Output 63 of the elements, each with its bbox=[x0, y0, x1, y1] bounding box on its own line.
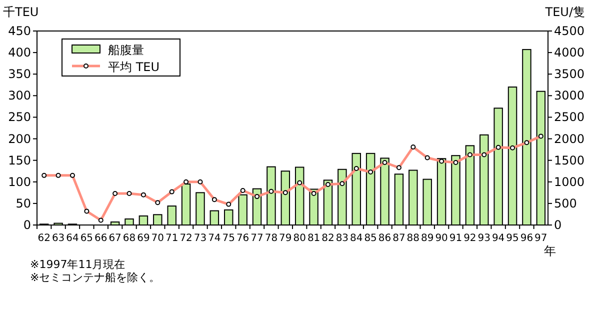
x-tick-label: 93 bbox=[478, 233, 491, 244]
y-tick-label: 450 bbox=[8, 24, 31, 38]
x-tick-label: 87 bbox=[392, 233, 406, 244]
x-tick-label: 88 bbox=[406, 233, 420, 244]
legend-label: 船腹量 bbox=[108, 43, 144, 57]
x-tick-label: 95 bbox=[506, 233, 519, 244]
x-tick-label: 70 bbox=[151, 233, 164, 244]
y-tick-label: 50 bbox=[16, 196, 31, 210]
y2-tick-label: 500 bbox=[554, 196, 577, 210]
x-tick-label: 89 bbox=[421, 233, 434, 244]
x-tick-label: 71 bbox=[166, 233, 178, 244]
y2-axis-title: TEU/隻 bbox=[544, 5, 585, 19]
y2-tick-label: 4500 bbox=[554, 24, 585, 38]
x-tick-label: 84 bbox=[350, 233, 363, 244]
x-axis-title: 年 bbox=[544, 244, 556, 258]
y2-tick-label: 3500 bbox=[554, 67, 585, 82]
x-tick-label: 72 bbox=[180, 233, 192, 244]
y-tick-label: 250 bbox=[8, 110, 31, 124]
x-tick-label: 73 bbox=[194, 233, 207, 244]
y2-tick-label: 2000 bbox=[554, 132, 585, 146]
x-tick-label: 91 bbox=[449, 233, 462, 244]
x-tick-label: 77 bbox=[250, 233, 264, 244]
x-tick-label: 69 bbox=[137, 233, 150, 244]
x-tick-label: 74 bbox=[208, 233, 221, 244]
y-tick-label: 150 bbox=[8, 153, 31, 168]
x-tick-label: 94 bbox=[492, 233, 505, 244]
y-tick-label: 400 bbox=[8, 46, 31, 60]
y-tick-label: 100 bbox=[8, 174, 31, 189]
x-tick-label: 78 bbox=[264, 233, 278, 244]
y-tick-label: 0 bbox=[23, 218, 31, 232]
x-tick-label: 67 bbox=[108, 233, 122, 244]
y2-tick-label: 1000 bbox=[554, 174, 585, 189]
x-tick-label: 82 bbox=[322, 233, 334, 244]
x-tick-label: 62 bbox=[38, 233, 50, 244]
x-tick-label: 63 bbox=[52, 233, 65, 244]
y-tick-label: 300 bbox=[8, 88, 31, 103]
x-tick-label: 75 bbox=[222, 233, 236, 244]
x-tick-label: 83 bbox=[336, 233, 349, 244]
y2-tick-label: 2500 bbox=[554, 110, 585, 124]
x-tick-label: 96 bbox=[520, 233, 534, 244]
x-tick-label: 68 bbox=[122, 233, 136, 244]
y2-tick-label: 4000 bbox=[554, 46, 585, 60]
y2-tick-label: 1500 bbox=[554, 153, 585, 168]
x-tick-label: 97 bbox=[534, 233, 548, 244]
y-tick-label: 200 bbox=[8, 132, 31, 146]
x-tick-label: 64 bbox=[66, 233, 79, 244]
y-axis-title: 千TEU bbox=[3, 5, 39, 19]
text: ※セミコンテナ船を除く。 bbox=[30, 271, 160, 284]
y2-tick-label: 3000 bbox=[554, 88, 585, 103]
y2-tick-label: 0 bbox=[554, 218, 562, 232]
x-tick-label: 79 bbox=[279, 233, 292, 244]
x-tick-label: 81 bbox=[307, 233, 320, 244]
y-tick-label: 350 bbox=[8, 67, 31, 82]
legend-label: 平均 TEU bbox=[108, 60, 160, 74]
text: ※1997年11月現在 bbox=[30, 258, 126, 271]
x-tick-label: 90 bbox=[435, 233, 448, 244]
x-tick-label: 80 bbox=[293, 233, 306, 244]
x-tick-label: 85 bbox=[364, 233, 377, 244]
x-tick-label: 66 bbox=[94, 233, 108, 244]
x-tick-label: 86 bbox=[378, 233, 392, 244]
x-tick-label: 76 bbox=[236, 233, 250, 244]
x-tick-label: 65 bbox=[80, 233, 94, 244]
x-tick-label: 92 bbox=[464, 233, 476, 244]
